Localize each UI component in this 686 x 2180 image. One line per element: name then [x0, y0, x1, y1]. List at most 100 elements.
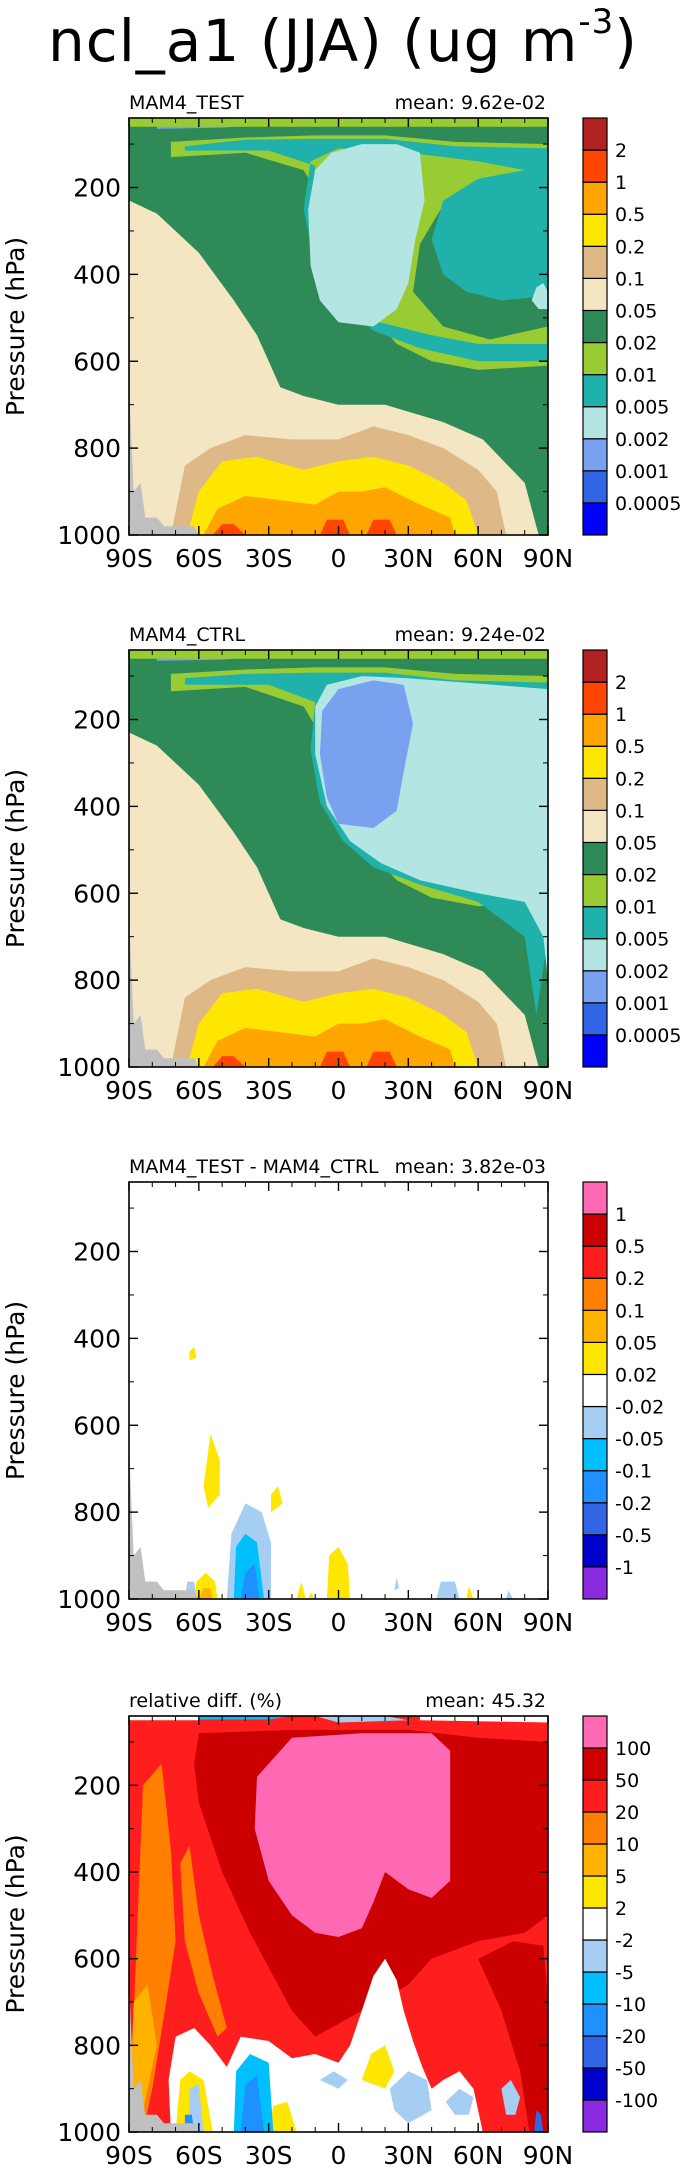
y-tick-label: 1000 [57, 521, 121, 550]
colorbar-box [582, 1779, 608, 1813]
contour-band-2 [180, 1846, 227, 2037]
y-tick-label: 200 [73, 706, 121, 735]
y-tick-label: 400 [73, 1858, 121, 1887]
contour-band-9 [268, 2101, 297, 2132]
colorbar-box [582, 777, 608, 811]
contour-band-5 [478, 1941, 548, 2132]
contour-fills [129, 1716, 548, 2132]
y-tick-label: 800 [73, 1498, 121, 1527]
contour-fills [129, 650, 548, 1067]
y-tick-label: 800 [73, 434, 121, 463]
colorbar-box [582, 1534, 608, 1568]
colorbar-box [582, 374, 608, 408]
colorbar-label: 0.5 [615, 736, 645, 758]
contour-band-11 [394, 1577, 399, 1591]
contour-band-24 [420, 1716, 548, 1723]
colorbar-label: 0.02 [615, 333, 657, 355]
colorbar-label: 0.2 [615, 1268, 645, 1290]
colorbar-label: -0.02 [615, 1397, 664, 1419]
x-tick-label: 0 [331, 2141, 347, 2170]
colorbar-label: 1 [615, 1204, 627, 1226]
x-tick-label: 60N [453, 1076, 504, 1105]
contour-band-10 [361, 2045, 395, 2089]
colorbar: 0.0005 0.001 0.002 0.005 0.01 0.02 0.05 0.1 0.2 0… [582, 117, 681, 536]
colorbar-box [582, 213, 608, 247]
colorbar-box [582, 1811, 608, 1845]
x-tick-label: 60S [175, 1608, 223, 1637]
contour-band-7 [366, 1051, 397, 1067]
panel-mean: mean: 9.62e-02 [395, 92, 546, 114]
y-tick-label: 1000 [57, 1053, 121, 1082]
contour-band-27 [534, 2110, 544, 2132]
contour-band-16 [389, 2071, 432, 2124]
colorbar-label: 0.002 [615, 429, 669, 451]
contour-band-0 [189, 1347, 197, 1361]
colorbar-box [582, 1002, 608, 1036]
colorbar-label: -100 [615, 2090, 658, 2112]
contour-band-15 [319, 2071, 348, 2089]
colorbar-label: 0.001 [615, 993, 669, 1015]
colorbar-label: 0.01 [615, 897, 657, 919]
colorbar-box [582, 1034, 608, 1068]
contour-band-13 [189, 2084, 204, 2132]
colorbar-label: 100 [615, 1738, 651, 1760]
contour-band-4 [203, 1019, 455, 1067]
x-tick-label: 0 [331, 544, 347, 573]
y-tick-label: 1000 [57, 2118, 121, 2147]
colorbar-label: 2 [615, 140, 627, 162]
x-tick-label: 30S [245, 1076, 293, 1105]
colorbar-label: -0.5 [615, 1525, 652, 1547]
panel-title: relative diff. (%) [129, 1690, 282, 1712]
colorbar-box [582, 277, 608, 312]
colorbar-label: 0.02 [615, 1364, 657, 1386]
colorbar-box [582, 117, 608, 151]
colorbar-label: 50 [615, 1770, 639, 1792]
colorbar-label: 0.05 [615, 1332, 657, 1354]
x-tick-label: 60S [175, 544, 223, 573]
colorbar-box [582, 438, 608, 472]
colorbar-box [582, 938, 608, 972]
colorbar: -1 -0.5 -0.2 -0.1 -0.05 -0.02 0.02 0.05 0.1 0.2 0.… [582, 1181, 664, 1600]
colorbar-box [582, 470, 608, 504]
colorbar-box [582, 149, 608, 183]
colorbar-box [582, 1181, 608, 1215]
colorbar-box [582, 1875, 608, 1909]
colorbar-box [582, 245, 608, 279]
contour-band-11 [308, 144, 425, 327]
panel-title: MAM4_TEST - MAM4_CTRL [129, 1156, 379, 1178]
y-tick-label: 600 [73, 1945, 121, 1974]
colorbar-label: 0.005 [615, 397, 669, 419]
y-tick-label: 200 [73, 1771, 121, 1800]
colorbar-box [582, 1715, 608, 1749]
colorbar: 0.0005 0.001 0.002 0.005 0.01 0.02 0.05 0.1 0.2 0… [582, 649, 681, 1068]
y-tick-label: 200 [73, 1238, 121, 1267]
colorbar-label: 0.1 [615, 1300, 645, 1322]
colorbar-label: 0.0005 [615, 1025, 681, 1047]
contour-band-17 [445, 2088, 474, 2115]
x-tick-label: 90S [105, 544, 153, 573]
topography-mask [129, 915, 199, 1067]
colorbar-box [582, 1470, 608, 1504]
contour-band-10 [184, 138, 548, 362]
colorbar-box [582, 809, 608, 844]
contour-band-12 [534, 239, 548, 275]
colorbar-label: -0.05 [615, 1429, 664, 1451]
figure-title: ncl_a1 (JJA) (ug m-3) [0, 2, 686, 75]
panel-rel: relative diff. (%) mean: 45.3220040060080… [1, 1690, 658, 2170]
colorbar-box [582, 1277, 608, 1311]
colorbar-label: -10 [615, 1994, 646, 2016]
x-tick-label: 90N [523, 2141, 574, 2170]
x-tick-label: 90N [523, 1076, 574, 1105]
colorbar-box [582, 1438, 608, 1472]
x-tick-label: 60S [175, 1076, 223, 1105]
contour-band-15 [308, 1592, 316, 1599]
colorbar: -100 -50 -20 -10 -5 -2 2 5 10 20 50 100 [582, 1715, 658, 2133]
y-tick-label: 600 [73, 1411, 121, 1440]
colorbar-box [582, 1843, 608, 1877]
x-tick-label: 60N [453, 1608, 504, 1637]
title-exponent: -3 [578, 2, 615, 42]
topography-mask [129, 1980, 199, 2132]
contour-band-20 [268, 1721, 479, 1729]
contour-band-12 [240, 2075, 264, 2132]
colorbar-box [582, 970, 608, 1004]
